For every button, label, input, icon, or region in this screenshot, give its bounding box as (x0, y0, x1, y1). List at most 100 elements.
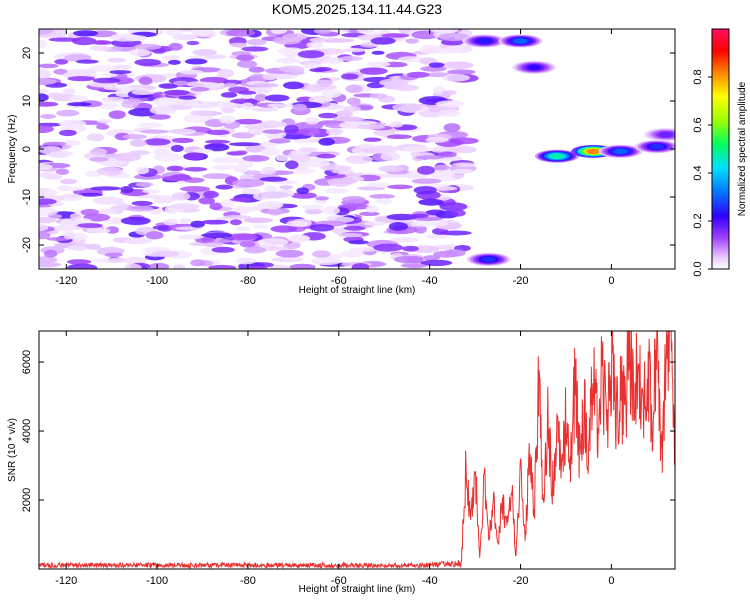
heatmap-noise-cell (47, 92, 64, 98)
heatmap-noise-cell (168, 42, 183, 51)
heatmap-noise-cell (123, 99, 143, 105)
heatmap-noise-cell (231, 132, 255, 139)
heatmap-noise-cell (39, 224, 49, 231)
heatmap-noise-cell (302, 204, 325, 210)
heatmap-noise-cell (158, 83, 178, 89)
heatmap-noise-cell (443, 249, 466, 257)
heatmap-noise-cell (348, 240, 369, 245)
heatmap-noise-cell (447, 69, 476, 75)
heatmap-noise-cell (339, 56, 363, 62)
heatmap-noise-cell (297, 50, 325, 59)
heatmap-noise-cell (262, 129, 284, 135)
heatmap-noise-cell (113, 64, 132, 69)
heatmap-noise-cell (55, 224, 76, 232)
colorbar-frame (711, 28, 730, 270)
heatmap-noise-cell (165, 29, 184, 37)
x-tick-label: -20 (513, 575, 529, 587)
heatmap-noise-cell (106, 57, 126, 63)
heatmap-noise-cell (220, 92, 238, 98)
heatmap-noise-cell (202, 173, 233, 180)
heatmap-noise-cell (53, 68, 68, 75)
heatmap-noise-cell (221, 107, 236, 114)
heatmap-noise-cell (386, 134, 413, 139)
heatmap-noise-cell (298, 147, 318, 153)
x-tick-label: -120 (55, 275, 77, 287)
x-tick-label: -100 (146, 275, 168, 287)
heatmap-noise-cell (223, 82, 238, 88)
heatmap-noise-cell (67, 245, 87, 251)
heatmap-noise-cell (61, 140, 81, 146)
heatmap-noise-cell (428, 62, 445, 68)
heatmap-noise-cell (96, 119, 113, 124)
heatmap-noise-cell (411, 178, 442, 184)
heatmap-noise-cell (373, 243, 404, 252)
heatmap-noise-cell (266, 103, 295, 108)
heatmap-y-label: Frequency (Hz) (7, 115, 18, 184)
heatmap-noise-cell (346, 204, 372, 210)
heatmap-noise-cell (190, 86, 210, 92)
heatmap-noise-cell (241, 188, 261, 195)
heatmap-noise-cell (346, 97, 361, 106)
heatmap-noise-cell (46, 237, 70, 241)
heatmap-noise-cell (420, 65, 447, 72)
heatmap-noise-cell (275, 154, 289, 162)
heatmap-noise-cell (370, 37, 396, 45)
heatmap-noise-cell (234, 206, 254, 214)
x-tick-label: -80 (240, 275, 256, 287)
heatmap-noise-cell (60, 178, 78, 185)
colorbar-tick-label: 0.4 (692, 165, 704, 180)
heatmap-noise-cell (283, 81, 304, 90)
heatmap-noise-cell (451, 209, 466, 217)
heatmap-noise-cell (308, 95, 333, 104)
heatmap-noise-cell (60, 194, 84, 199)
heatmap-noise-cell (101, 96, 125, 102)
heatmap-noise-cell (356, 29, 375, 33)
heatmap-noise-cell (171, 137, 194, 144)
heatmap-noise-cell (367, 182, 390, 188)
heatmap-noise-cell (356, 124, 385, 130)
heatmap-noise-cell (438, 32, 470, 42)
heatmap-noise-cell (402, 146, 431, 152)
heatmap-noise-cell (343, 225, 366, 231)
heatmap-noise-cell (66, 263, 98, 269)
heatmap-noise-cell (48, 37, 80, 42)
heatmap-noise-cell (438, 109, 461, 117)
heatmap-noise-cell (393, 255, 422, 264)
heatmap-noise-cell (311, 257, 342, 265)
heatmap-noise-cell (190, 29, 215, 36)
heatmap-noise-cell (209, 202, 223, 211)
heatmap-noise-cell (120, 216, 151, 225)
heatmap-x-ticks: -120 -100 -80 -60 -40 -20 0 (55, 29, 614, 287)
heatmap-noise-cell (239, 241, 256, 248)
heatmap-noise-cell (208, 264, 237, 269)
heatmap-noise-cell (39, 217, 57, 224)
heatmap-noise-cell (324, 188, 349, 194)
snr-x-ticks: -120 -100 -80 -60 -40 -20 0 (55, 331, 614, 587)
heatmap-noise-cell (192, 49, 217, 56)
heatmap-noise-cell (189, 110, 215, 116)
heatmap-noise-cell (145, 231, 164, 240)
heatmap-noise-cell (359, 67, 388, 75)
heatmap-noise-cell (259, 176, 288, 182)
heatmap-noise-cell (39, 261, 62, 268)
heatmap-noise-cell (422, 255, 441, 261)
heatmap-noise-cell (390, 237, 420, 243)
heatmap-noise-cell (131, 89, 155, 96)
heatmap-noise-cell (419, 44, 440, 54)
heatmap-noise-cell (292, 103, 308, 112)
heatmap-noise-cell (414, 155, 445, 160)
heatmap-noise-cell (135, 182, 154, 187)
heatmap-noise-cell (184, 167, 208, 172)
heatmap-noise-cell (410, 221, 436, 227)
heatmap-noise-cell (219, 115, 236, 124)
heatmap-noise-cell (134, 58, 162, 66)
heatmap-noise-cell (215, 184, 233, 190)
heatmap-noise-cell (315, 79, 335, 86)
heatmap-noise-cell (443, 123, 461, 133)
heatmap-noise-cell (254, 93, 268, 102)
heatmap-noise-cell (419, 57, 437, 65)
heatmap-noise-cell (425, 209, 446, 216)
heatmap-noise-cell (290, 192, 317, 199)
heatmap-noise-cell (43, 249, 58, 258)
heatmap-noise-cell (369, 93, 388, 99)
